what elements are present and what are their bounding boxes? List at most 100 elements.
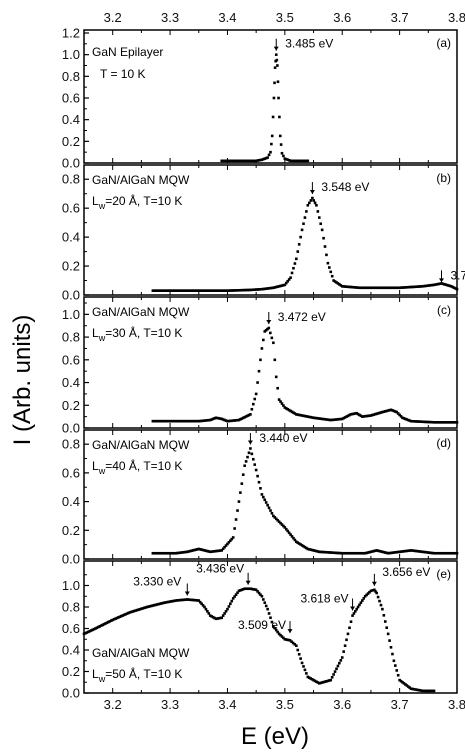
data-point <box>201 419 205 423</box>
data-point <box>335 667 338 671</box>
data-point <box>231 536 235 539</box>
data-point <box>197 419 201 423</box>
data-point <box>401 416 404 420</box>
x-tick-label-top: 3.3 <box>161 10 179 25</box>
data-point <box>266 503 269 507</box>
data-point <box>204 289 208 292</box>
data-point <box>174 599 178 602</box>
peak-arrowhead <box>287 629 293 634</box>
data-point <box>196 289 199 292</box>
data-point <box>188 549 192 553</box>
data-point <box>198 600 202 604</box>
data-point <box>217 417 221 420</box>
peak-label: 3.472 eV <box>278 310 326 324</box>
data-point <box>422 550 426 554</box>
data-point <box>375 549 378 552</box>
data-point <box>239 589 242 592</box>
data-point <box>382 550 386 554</box>
data-point <box>282 154 285 158</box>
data-point <box>358 603 361 607</box>
data-point <box>330 675 334 679</box>
data-point <box>196 419 199 423</box>
data-point <box>389 551 393 555</box>
data-point <box>273 358 277 362</box>
data-point <box>105 621 109 625</box>
data-point <box>441 421 444 424</box>
data-point <box>91 628 94 632</box>
data-point <box>282 524 285 528</box>
data-point <box>267 326 271 330</box>
data-point <box>216 549 219 553</box>
data-point <box>243 415 246 419</box>
data-point <box>332 279 335 282</box>
data-point <box>415 549 419 553</box>
data-point <box>224 544 228 547</box>
data-point <box>254 468 258 472</box>
data-point <box>174 551 178 555</box>
data-point <box>213 616 216 620</box>
data-point <box>204 419 208 422</box>
data-point <box>299 413 302 417</box>
data-point <box>366 592 370 595</box>
sample-conditions: Lw=40 Å, T=10 K <box>92 458 182 476</box>
data-point <box>262 598 265 601</box>
data-point <box>401 286 404 289</box>
data-point <box>317 682 321 685</box>
data-point <box>391 286 394 290</box>
data-point <box>296 159 300 163</box>
data-point <box>412 687 416 691</box>
peak-arrowhead <box>309 190 315 195</box>
x-tick-label-top: 3.5 <box>276 10 294 25</box>
data-point <box>379 550 383 553</box>
data-point <box>286 407 290 411</box>
data-point <box>144 606 147 609</box>
data-point <box>171 419 175 423</box>
data-point <box>180 598 183 602</box>
data-point <box>359 601 363 604</box>
data-point <box>155 419 159 423</box>
data-point <box>234 419 238 422</box>
data-point <box>204 549 208 553</box>
data-point <box>383 286 387 290</box>
data-point <box>394 551 397 554</box>
data-point <box>338 283 341 286</box>
data-point <box>317 550 321 554</box>
data-point <box>237 159 241 163</box>
data-point <box>376 549 380 553</box>
y-tick-label: 0.4 <box>62 643 80 658</box>
data-point <box>402 417 406 420</box>
data-point <box>405 418 409 421</box>
data-point <box>330 551 334 554</box>
data-point <box>188 598 192 602</box>
data-point <box>406 685 410 688</box>
x-tick-label-top: 3.4 <box>218 10 236 25</box>
data-point <box>191 419 195 423</box>
data-point <box>356 412 360 416</box>
data-point <box>386 632 390 636</box>
data-point <box>373 412 377 416</box>
data-point <box>352 612 356 615</box>
data-point <box>241 587 245 591</box>
data-point <box>270 620 274 624</box>
data-point <box>356 551 360 555</box>
panel-3: 0.0 0.2 0.4 0.6 0.8 1.0 (c) GaN/AlGaN MQW Lw=30 … <box>62 296 459 436</box>
data-point <box>249 587 252 591</box>
data-point <box>389 408 393 412</box>
data-point <box>295 644 298 647</box>
data-point <box>404 549 407 553</box>
data-point <box>333 418 337 421</box>
data-point <box>279 521 282 525</box>
data-point <box>320 228 324 232</box>
data-point <box>253 159 257 163</box>
data-point <box>211 615 215 619</box>
data-point <box>251 159 255 163</box>
data-point <box>253 463 257 466</box>
data-point <box>210 550 213 553</box>
data-point <box>293 412 297 415</box>
data-point <box>313 201 317 205</box>
data-point <box>173 599 176 603</box>
data-point <box>183 289 186 292</box>
data-point <box>193 289 196 292</box>
data-point <box>135 608 139 612</box>
data-point <box>412 420 416 423</box>
